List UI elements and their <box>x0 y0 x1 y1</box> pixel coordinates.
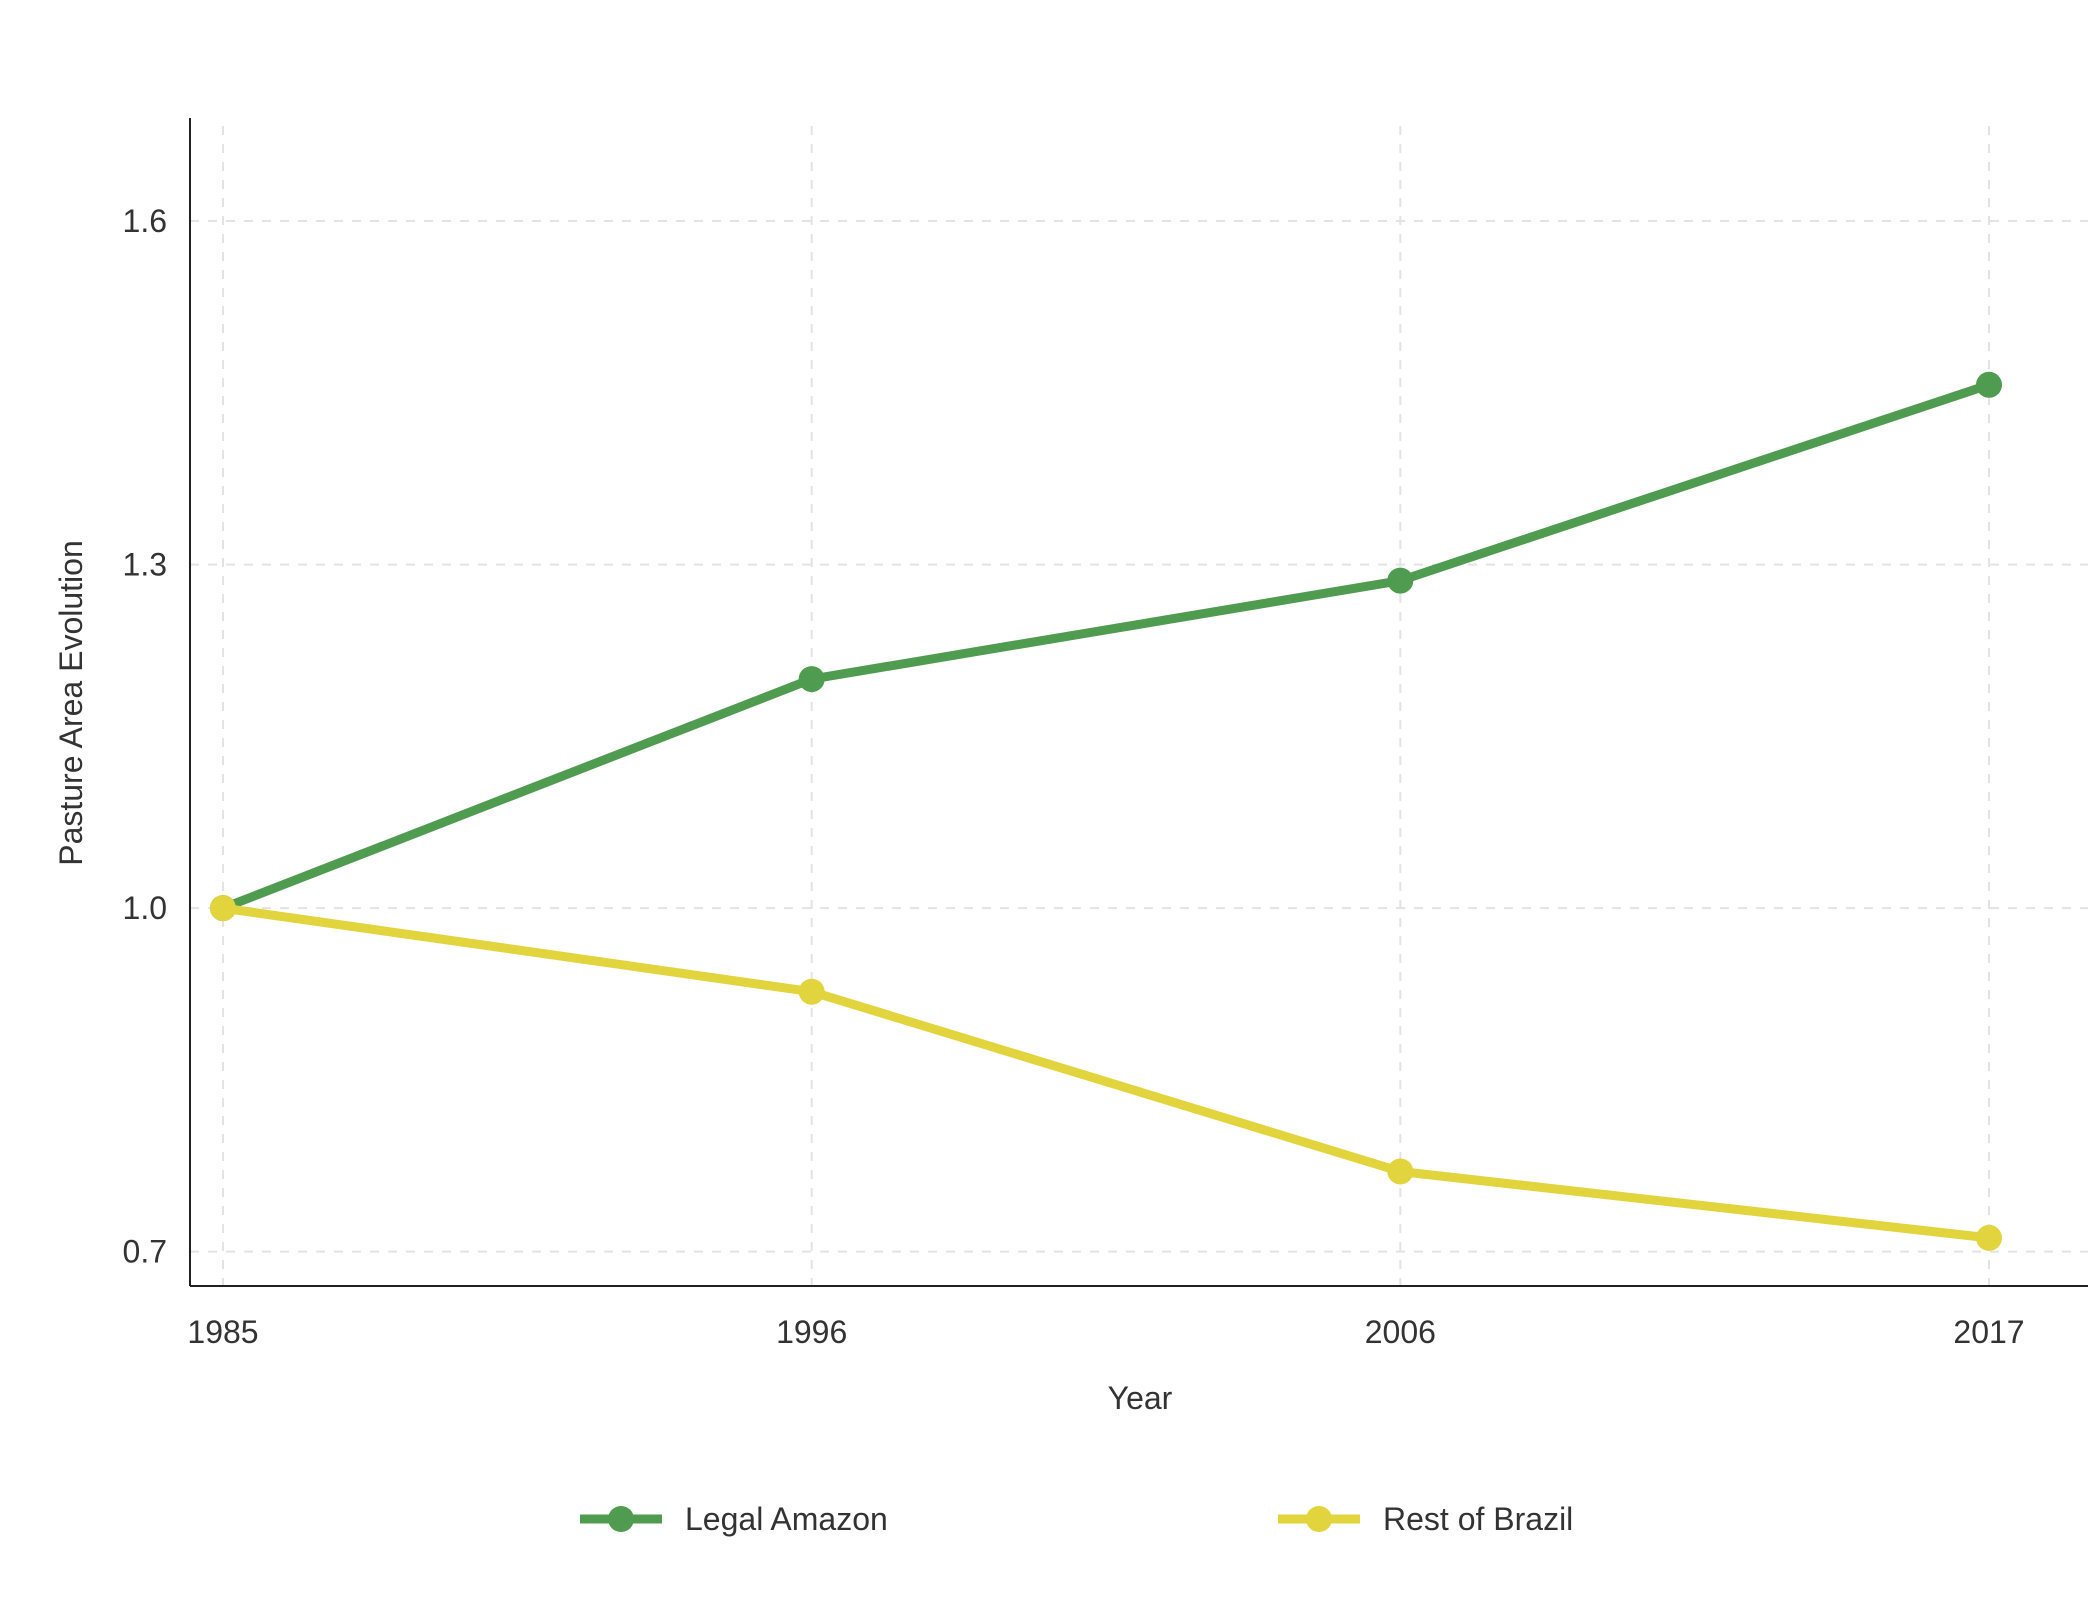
y-tick-label: 1.0 <box>123 890 167 926</box>
series-1 <box>210 371 2002 922</box>
x-tick-label: 1996 <box>776 1314 847 1350</box>
data-point <box>798 666 825 693</box>
series-2 <box>210 895 2002 1251</box>
y-tick-label: 0.7 <box>123 1234 167 1270</box>
legend-item: Legal Amazon <box>580 1501 888 1537</box>
legend-item: Rest of Brazil <box>1278 1501 1573 1537</box>
grid <box>190 126 2088 1286</box>
data-point <box>1387 567 1414 594</box>
axes <box>189 118 2088 1287</box>
series-line <box>218 903 1994 1243</box>
legend-label: Legal Amazon <box>685 1501 888 1537</box>
x-tick-label: 2006 <box>1365 1314 1436 1350</box>
y-tick-labels: 0.7 1.0 1.3 1.6 <box>123 203 167 1270</box>
legend: Legal Amazon Rest of Brazil <box>580 1501 1573 1537</box>
y-tick-label: 1.3 <box>123 547 167 583</box>
y-tick-label: 1.6 <box>123 203 167 239</box>
legend-label: Rest of Brazil <box>1383 1501 1573 1537</box>
x-axis-title: Year <box>1108 1380 1173 1416</box>
series <box>210 371 2002 1251</box>
y-axis-title: Pasture Area Evolution <box>53 540 89 866</box>
data-point <box>1976 371 2002 398</box>
legend-swatch-marker <box>1306 1506 1332 1532</box>
series-line <box>218 380 1994 913</box>
data-point <box>1976 1224 2002 1251</box>
data-point <box>1387 1158 1414 1185</box>
x-tick-labels: 1985 1996 2006 2017 <box>187 1314 2024 1350</box>
x-tick-label: 1985 <box>187 1314 258 1350</box>
data-point <box>798 978 825 1005</box>
legend-swatch-marker <box>608 1506 634 1532</box>
data-point <box>210 895 236 922</box>
x-tick-label: 2017 <box>1953 1314 2024 1350</box>
